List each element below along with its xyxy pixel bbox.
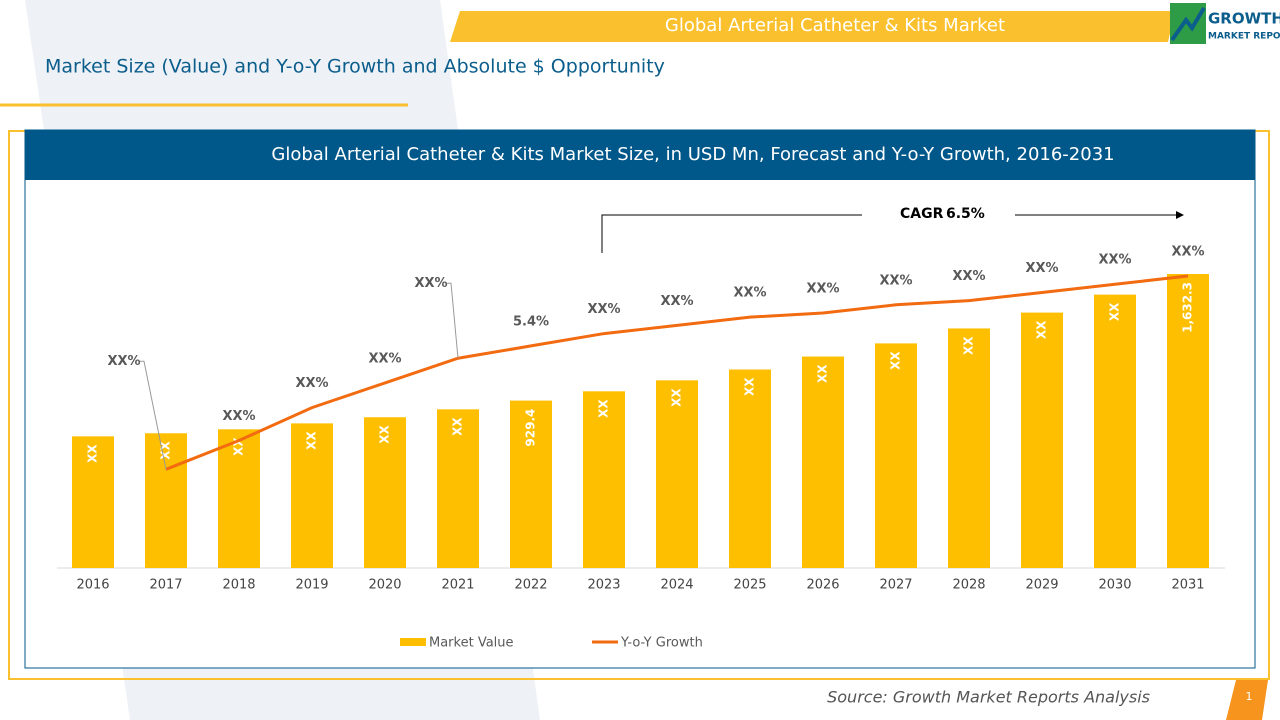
growth-label: XX% (1171, 245, 1204, 260)
bar (291, 423, 333, 568)
bar (656, 380, 698, 568)
bar (875, 343, 917, 568)
x-tick-label: 2025 (733, 578, 766, 593)
legend-label: Y-o-Y Growth (620, 636, 703, 651)
x-tick-label: 2023 (587, 578, 620, 593)
logo-text: GROWTH (1208, 10, 1280, 28)
bar-label: XX (962, 336, 976, 355)
page-badge (1226, 680, 1268, 720)
bar (1021, 312, 1063, 568)
bar (729, 369, 771, 568)
bar-label: XX (86, 444, 100, 463)
bar (510, 400, 552, 568)
bar (145, 433, 187, 568)
bar-label: 1,632.3 (1181, 282, 1195, 333)
bar-label: XX (597, 399, 611, 418)
x-tick-label: 2027 (879, 578, 912, 593)
growth-label: XX% (879, 273, 912, 288)
x-tick-label: 2020 (368, 578, 401, 593)
bar-label: XX (451, 417, 465, 436)
bar (364, 417, 406, 568)
chart-title: Global Arterial Catheter & Kits Market S… (271, 144, 1114, 165)
leader-line (447, 282, 459, 359)
header-title: Global Arterial Catheter & Kits Market (665, 15, 1005, 36)
page-number: 1 (1246, 690, 1253, 703)
x-tick-label: 2031 (1171, 578, 1204, 593)
x-tick-label: 2019 (295, 578, 328, 593)
x-tick-label: 2016 (76, 578, 109, 593)
source: Source: Growth Market Reports Analysis (827, 688, 1150, 707)
bar (1167, 274, 1209, 568)
growth-label: XX% (1025, 261, 1058, 276)
growth-label: 5.4% (513, 314, 549, 329)
growth-label: XX% (414, 276, 447, 291)
bar-label: XX (305, 431, 319, 450)
x-tick-label: 2024 (660, 578, 693, 593)
bar-label: XX (743, 377, 757, 396)
growth-line (165, 274, 1189, 471)
chart-box (24, 129, 1256, 669)
growth-label: XX% (952, 269, 985, 284)
x-tick-label: 2028 (952, 578, 985, 593)
bar (72, 436, 114, 568)
bar-label: XX (816, 364, 830, 383)
logo-subtext: MARKET REPORTS (1208, 32, 1280, 42)
subtitle: Market Size (Value) and Y-o-Y Growth and… (45, 56, 665, 78)
growth-label: XX% (806, 282, 839, 297)
x-tick-label: 2030 (1098, 578, 1131, 593)
legend-label: Market Value (429, 636, 514, 651)
logo-arrow (1170, 6, 1206, 42)
cagr-value: 6.5% (946, 206, 985, 222)
chart-title-band (25, 130, 1255, 180)
cagr-arrowhead (1176, 211, 1184, 219)
bar (1094, 294, 1136, 568)
leader-line (140, 360, 167, 470)
growth-label: XX% (587, 302, 620, 317)
x-tick-label: 2029 (1025, 578, 1058, 593)
cagr-label: CAGR (900, 206, 944, 222)
bar (583, 391, 625, 568)
growth-label: XX% (295, 376, 328, 391)
bar (437, 409, 479, 568)
header-band (450, 11, 1175, 42)
bar-label: XX (1108, 302, 1122, 321)
x-tick-label: 2026 (806, 578, 839, 593)
bar-label: XX (670, 388, 684, 407)
bar-label: XX (889, 351, 903, 370)
bar-label: 929.4 (524, 409, 538, 447)
x-tick-label: 2018 (222, 578, 255, 593)
cagr-bracket (601, 214, 862, 253)
x-tick-label: 2022 (514, 578, 547, 593)
growth-label: XX% (733, 286, 766, 301)
legend-swatch (400, 638, 426, 646)
growth-label: XX% (1098, 253, 1131, 268)
growth-label: XX% (107, 354, 140, 369)
bar-label: XX (378, 425, 392, 444)
growth-label: XX% (660, 294, 693, 309)
bar (218, 429, 260, 568)
x-tick-label: 2017 (149, 578, 182, 593)
growth-label: XX% (222, 409, 255, 424)
bar (802, 356, 844, 568)
bar-label: XX (159, 441, 173, 460)
bar-label: XX (1035, 320, 1049, 339)
x-tick-label: 2021 (441, 578, 474, 593)
bar (948, 328, 990, 568)
growth-label: XX% (368, 351, 401, 366)
